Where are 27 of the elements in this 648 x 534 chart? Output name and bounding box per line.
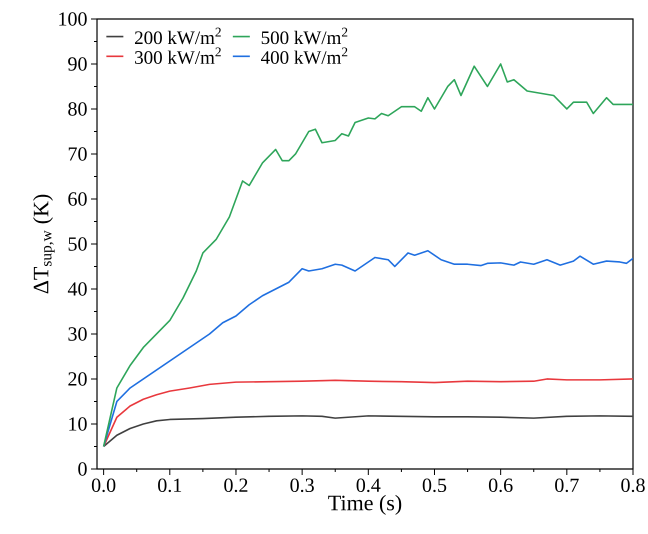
x-tick-label: 0.3: [290, 478, 314, 492]
legend-label: 400 kW/m$^{2}$: [261, 47, 348, 64]
y-tick-label: 90: [68, 57, 87, 71]
x-axis-title: Time (s): [328, 494, 402, 515]
y-tick-label: 0: [78, 462, 87, 476]
legend-label: 200 kW/m$^{2}$: [134, 28, 221, 44]
legend-label: 500 kW/m$^{2}$: [262, 28, 348, 44]
x-tick-label: 0.4: [356, 478, 380, 492]
x-tick-label: 0.1: [158, 478, 182, 492]
y-tick-label: 10: [69, 417, 87, 431]
x-tick-label: 0.6: [488, 478, 513, 492]
y-tick-label: 100: [59, 12, 87, 26]
y-tick-label: 50: [68, 237, 87, 251]
y-tick-label: 80: [68, 102, 87, 116]
legend-label: 300 kW/m$^{2}$: [135, 47, 221, 64]
x-tick-label: 0.5: [422, 478, 446, 492]
y-tick-label: 70: [68, 147, 87, 161]
y-axis-title: ΔT$_{sup,w}$ (K): [33, 194, 55, 294]
x-tick-label: 0.2: [224, 478, 248, 492]
y-tick-label: 20: [68, 372, 87, 386]
x-tick-label: 0.7: [555, 478, 579, 492]
y-tick-label: 60: [68, 192, 87, 206]
x-tick-label: 0.8: [621, 478, 645, 492]
line-series: [102, 378, 633, 448]
y-tick-label: 30: [68, 327, 87, 341]
y-tick-label: 40: [68, 282, 87, 296]
x-tick-label: 0.0: [92, 478, 116, 492]
